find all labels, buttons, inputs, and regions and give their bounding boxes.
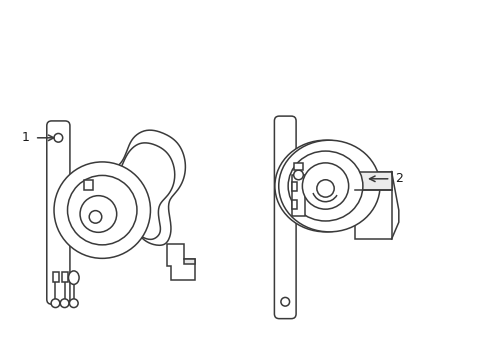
Polygon shape (167, 244, 195, 280)
Polygon shape (184, 259, 195, 264)
Ellipse shape (287, 151, 362, 221)
Circle shape (54, 134, 62, 142)
Circle shape (89, 211, 102, 223)
Bar (53, 272, 59, 283)
Text: 1: 1 (22, 131, 30, 144)
Ellipse shape (68, 271, 79, 284)
Bar (294, 163, 302, 170)
Circle shape (69, 299, 78, 307)
Circle shape (60, 299, 69, 307)
Text: 2: 2 (395, 172, 403, 185)
Circle shape (280, 297, 289, 306)
Circle shape (316, 180, 333, 197)
Circle shape (293, 170, 303, 180)
Bar (291, 182, 296, 191)
Circle shape (54, 162, 150, 258)
Ellipse shape (274, 140, 375, 232)
Circle shape (67, 175, 137, 245)
FancyBboxPatch shape (47, 121, 70, 304)
FancyBboxPatch shape (274, 116, 296, 319)
Circle shape (80, 196, 117, 232)
Ellipse shape (278, 140, 379, 232)
Bar (291, 175, 305, 216)
Bar (355, 172, 391, 239)
Bar (84, 180, 92, 190)
Bar (291, 200, 296, 209)
Bar (61, 272, 68, 283)
Circle shape (51, 299, 60, 307)
Circle shape (302, 163, 348, 209)
Bar (355, 172, 391, 190)
